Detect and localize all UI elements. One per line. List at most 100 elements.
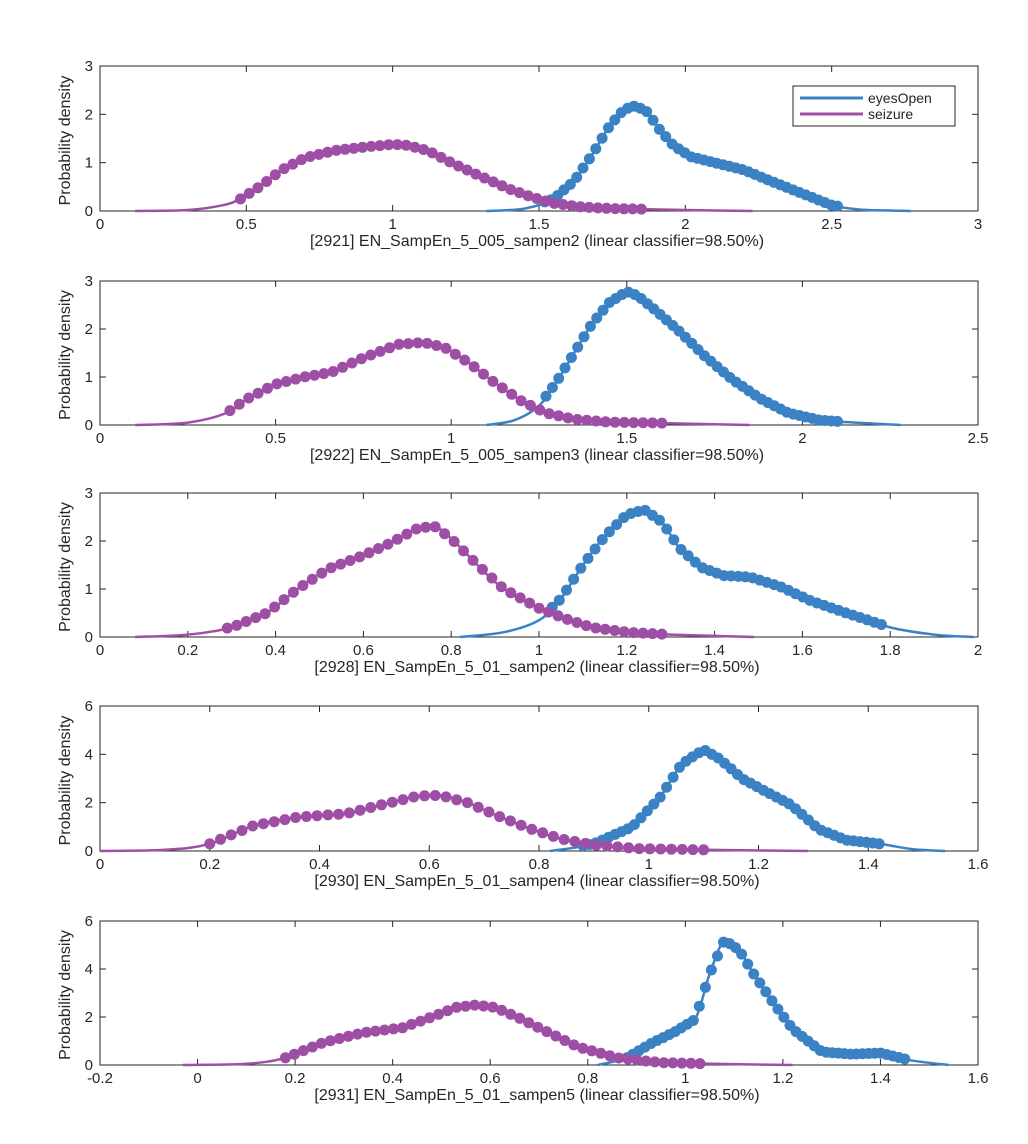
data-point-eyesOpen — [546, 382, 558, 393]
data-point-seizure — [609, 203, 621, 215]
data-point-seizure — [243, 187, 255, 199]
data-point-seizure — [623, 842, 634, 854]
y-axis-label: Probability density — [57, 290, 74, 420]
series-eyesOpen — [459, 504, 974, 639]
data-point-seizure — [440, 342, 452, 354]
data-point-seizure — [631, 1054, 643, 1066]
data-point-seizure — [262, 382, 273, 394]
x-tick-label: 1.8 — [880, 642, 901, 659]
y-tick-label: 0 — [85, 417, 93, 434]
data-point-seizure — [531, 193, 543, 204]
data-point-seizure — [357, 141, 368, 153]
data-point-eyesOpen — [660, 131, 672, 143]
x-tick-label: 0.8 — [529, 856, 550, 873]
data-point-eyesOpen — [873, 838, 885, 850]
data-point-eyesOpen — [589, 543, 601, 555]
data-point-seizure — [215, 833, 226, 845]
legend-entry-seizure: seizure — [868, 106, 913, 122]
data-point-eyesOpen — [699, 981, 711, 993]
series-seizure — [182, 999, 793, 1070]
data-point-seizure — [236, 825, 248, 836]
data-point-seizure — [419, 790, 430, 802]
data-point-seizure — [461, 797, 473, 809]
x-tick-label: 0 — [96, 642, 104, 659]
data-point-seizure — [361, 1026, 372, 1038]
y-tick-label: 3 — [85, 58, 93, 75]
data-point-seizure — [233, 398, 245, 410]
data-point-seizure — [656, 417, 668, 429]
data-point-seizure — [514, 592, 526, 604]
data-point-seizure — [479, 172, 490, 184]
data-point-seizure — [524, 399, 536, 411]
data-point-eyesOpen — [687, 1015, 699, 1026]
data-point-eyesOpen — [596, 132, 608, 144]
data-point-eyesOpen — [668, 534, 680, 546]
data-point-seizure — [613, 1052, 625, 1064]
data-point-eyesOpen — [540, 390, 552, 402]
data-point-seizure — [599, 623, 611, 635]
x-tick-label: 0.5 — [236, 216, 257, 233]
y-tick-label: 2 — [85, 533, 93, 550]
x-tick-label: 1.2 — [616, 642, 637, 659]
data-point-eyesOpen — [712, 950, 723, 962]
data-point-eyesOpen — [899, 1053, 911, 1065]
data-point-seizure — [601, 202, 613, 214]
data-point-seizure — [486, 572, 498, 584]
x-tick-label: 1 — [681, 1070, 689, 1087]
data-point-seizure — [628, 627, 640, 639]
y-tick-label: 2 — [85, 795, 93, 812]
data-point-seizure — [522, 190, 534, 202]
x-tick-label: 0.5 — [265, 430, 286, 447]
data-point-eyesOpen — [603, 526, 615, 538]
data-point-seizure — [637, 417, 649, 429]
data-point-seizure — [401, 528, 413, 540]
data-point-seizure — [252, 387, 264, 399]
data-point-seizure — [550, 1030, 562, 1042]
data-point-eyesOpen — [564, 178, 576, 190]
data-point-eyesOpen — [561, 584, 572, 596]
data-point-eyesOpen — [559, 362, 571, 374]
data-point-seizure — [346, 357, 358, 369]
data-point-seizure — [343, 807, 355, 819]
data-point-seizure — [376, 799, 387, 811]
data-point-eyesOpen — [648, 798, 660, 810]
data-point-seizure — [552, 610, 564, 622]
data-point-seizure — [609, 625, 621, 636]
data-point-seizure — [259, 608, 271, 620]
data-point-seizure — [547, 830, 559, 842]
data-point-seizure — [461, 164, 473, 176]
data-point-seizure — [288, 1048, 300, 1060]
data-point-seizure — [534, 404, 546, 416]
data-point-seizure — [600, 416, 612, 428]
x-tick-label: 2.5 — [968, 430, 989, 447]
data-point-seizure — [590, 839, 602, 851]
data-point-seizure — [420, 521, 432, 533]
data-point-seizure — [580, 620, 592, 632]
data-point-eyesOpen — [693, 1000, 705, 1012]
data-point-seizure — [348, 142, 360, 154]
data-point-seizure — [635, 203, 647, 215]
legend-box — [792, 85, 956, 127]
data-point-seizure — [505, 587, 517, 599]
data-point-seizure — [406, 1018, 417, 1030]
x-tick-label: 0.2 — [285, 1070, 306, 1087]
data-point-seizure — [355, 353, 367, 365]
data-point-seizure — [658, 1057, 670, 1069]
data-point-eyesOpen — [705, 964, 717, 976]
data-point-eyesOpen — [578, 331, 590, 343]
data-point-seizure — [496, 382, 508, 394]
data-point-seizure — [618, 626, 630, 638]
data-point-seizure — [316, 567, 328, 579]
data-point-seizure — [330, 144, 342, 156]
data-point-seizure — [261, 176, 273, 187]
plot-frame — [99, 705, 979, 852]
data-point-seizure — [327, 366, 339, 377]
data-point-seizure — [533, 602, 545, 614]
data-point-seizure — [483, 806, 495, 818]
data-point-seizure — [590, 415, 602, 427]
data-point-eyesOpen — [611, 519, 623, 531]
data-point-seizure — [429, 790, 441, 801]
data-point-seizure — [257, 818, 269, 830]
y-tick-label: 2 — [85, 321, 93, 338]
